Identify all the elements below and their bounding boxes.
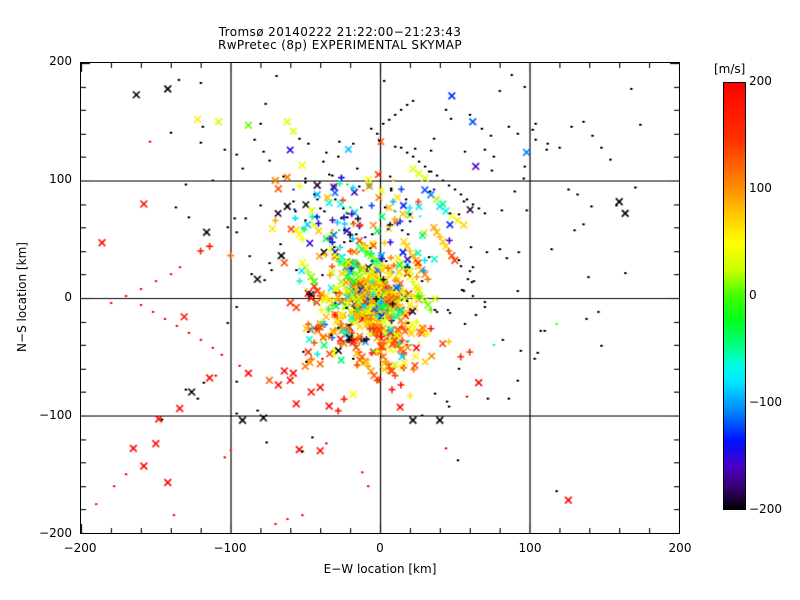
- y-tick-label: −200: [39, 526, 72, 540]
- colorbar-tick-label: 0: [749, 288, 757, 302]
- colorbar-tick-label: −200: [749, 502, 782, 516]
- y-tick-label: −100: [39, 408, 72, 422]
- x-tick-label: −200: [63, 541, 97, 555]
- y-tick-label: 200: [49, 54, 72, 68]
- x-tick-label: −100: [213, 541, 247, 555]
- colorbar-tick-label: 200: [749, 74, 772, 88]
- x-tick-label: 100: [518, 541, 542, 555]
- plot-area: [80, 62, 680, 534]
- x-tick-label: 0: [376, 541, 384, 555]
- colorbar-tick-label: 100: [749, 181, 772, 195]
- chart-title: Tromsø 20140222 21:22:00−21:23:43 RwPret…: [0, 26, 680, 52]
- colorbar-tick-label: −100: [749, 395, 782, 409]
- chart-title-line-2: RwPretec (8p) EXPERIMENTAL SKYMAP: [217, 38, 463, 52]
- y-tick-label: 100: [49, 172, 72, 186]
- colorbar-unit-label: [m/s]: [714, 62, 746, 76]
- colorbar: [723, 82, 746, 510]
- scatter-plot-canvas: [81, 63, 679, 533]
- x-tick-label: 200: [668, 541, 692, 555]
- y-axis-title: N−S location [km]: [15, 242, 29, 352]
- x-axis-title: E−W location [km]: [323, 562, 437, 576]
- colorbar-gradient: [723, 82, 746, 510]
- chart-title-line-1: Tromsø 20140222 21:22:00−21:23:43: [218, 25, 462, 39]
- y-tick-label: 0: [64, 290, 72, 304]
